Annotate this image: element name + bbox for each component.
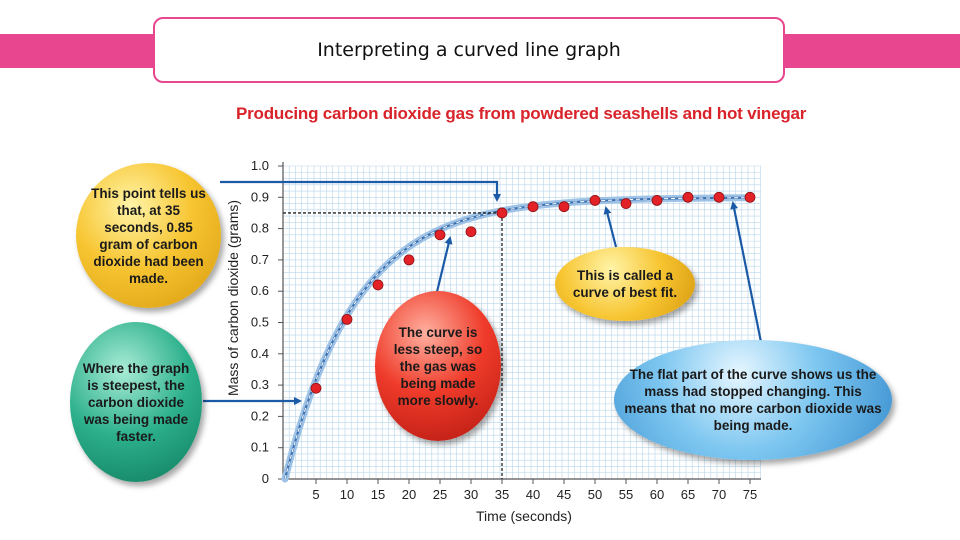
point-annotation-arrow [220, 180, 501, 202]
annotation-best-fit-bubble: This is called a curve of best fit. [555, 247, 695, 321]
data-point [589, 195, 601, 206]
data-point [434, 229, 446, 241]
best-fit-curve-group [281, 194, 754, 483]
data-point [496, 207, 508, 219]
x-tick-label: 70 [712, 487, 726, 502]
annotation-arrows [203, 180, 764, 405]
y-tick-label: 0.1 [251, 440, 269, 455]
data-points [310, 191, 756, 394]
y-tick-label: 0.2 [251, 408, 269, 423]
y-tick-label: 0.8 [251, 221, 269, 236]
x-tick-label: 30 [464, 487, 478, 502]
x-tick-label: 55 [619, 487, 633, 502]
slide-title: Interpreting a curved line graph [153, 17, 785, 83]
x-axis-label: Time (seconds) [476, 508, 572, 524]
x-tick-label: 45 [557, 487, 571, 502]
x-tick-label: 15 [371, 487, 385, 502]
less-steep-annotation-arrow [434, 236, 453, 297]
y-tick-label: 0.6 [251, 283, 269, 298]
data-point [465, 226, 477, 238]
chart-title: Producing carbon dioxide gas from powder… [236, 104, 807, 123]
x-tick-label: 20 [402, 487, 416, 502]
x-tick-label: 5 [312, 487, 319, 502]
data-point [682, 191, 694, 203]
annotation-steep-bubble: Where the graph is steepest, the carbon … [70, 322, 202, 482]
data-point [558, 201, 570, 213]
x-tick-label: 50 [588, 487, 602, 502]
highlight-guides [283, 212, 503, 479]
data-point [620, 198, 632, 209]
flat-annotation-arrow [730, 201, 764, 348]
y-tick-label: 0.7 [251, 252, 269, 267]
y-tick-label: 0.4 [251, 346, 269, 361]
y-tick-label: 1.0 [251, 158, 269, 173]
y-tick-label: 0.9 [251, 189, 269, 204]
y-tick-label: 0.5 [251, 315, 269, 330]
annotation-flat-bubble: The flat part of the curve shows us the … [614, 340, 892, 460]
axes [282, 162, 761, 480]
data-point [372, 279, 384, 291]
x-tick-label: 10 [340, 487, 354, 502]
x-tick-label: 25 [433, 487, 447, 502]
x-tick-label: 40 [526, 487, 540, 502]
annotation-point-bubble: This point tells us that, at 35 seconds,… [76, 163, 221, 308]
annotation-less-steep-bubble: The curve is less steep, so the gas was … [375, 291, 501, 441]
x-tick-label: 60 [650, 487, 664, 502]
data-point [527, 201, 539, 213]
data-point [744, 191, 756, 203]
data-point [651, 195, 663, 206]
best-fit-curve-dash [284, 197, 750, 480]
x-tick-label: 75 [743, 487, 757, 502]
data-point [341, 313, 353, 325]
y-tick-label: 0.3 [251, 377, 269, 392]
data-point [403, 254, 415, 266]
tick-labels: 0 0.1 0.2 0.3 0.4 0.5 0.6 0.7 0.8 0.9 1.0 5 10 15 20 25… [251, 158, 757, 502]
data-point [310, 382, 322, 394]
x-tick-label: 65 [681, 487, 695, 502]
y-axis-label: Mass of carbon dioxide (grams) [225, 200, 241, 396]
x-tick-label: 35 [495, 487, 509, 502]
data-point [713, 191, 725, 203]
y-tick-label: 0 [262, 471, 269, 486]
best-fit-annotation-arrow [603, 206, 618, 248]
